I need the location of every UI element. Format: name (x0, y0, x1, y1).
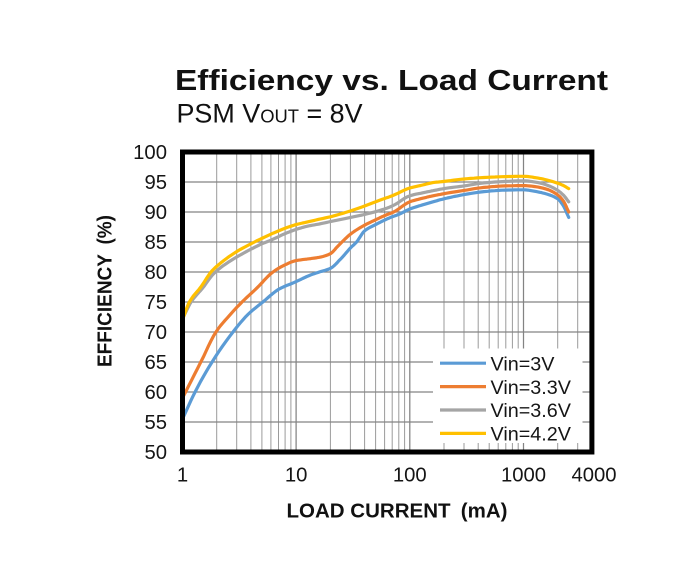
svg-text:50: 50 (144, 442, 167, 464)
svg-text:75: 75 (144, 292, 167, 314)
svg-text:LOAD CURRENT (mA): LOAD CURRENT (mA) (287, 500, 508, 523)
svg-text:95: 95 (144, 172, 167, 194)
svg-text:65: 65 (144, 352, 167, 374)
svg-text:Vin=3V: Vin=3V (491, 353, 556, 375)
svg-text:Vin=4.2V: Vin=4.2V (491, 424, 572, 446)
svg-text:70: 70 (144, 322, 167, 344)
svg-text:Vin=3.3V: Vin=3.3V (491, 377, 572, 399)
svg-text:1: 1 (177, 465, 188, 487)
svg-text:80: 80 (144, 262, 167, 284)
svg-text:4000: 4000 (571, 465, 616, 487)
svg-text:85: 85 (144, 232, 167, 254)
svg-text:Vin=3.6V: Vin=3.6V (491, 400, 572, 422)
svg-text:55: 55 (144, 412, 167, 434)
svg-text:100: 100 (393, 465, 427, 487)
svg-text:Efficiency vs. Load Current: Efficiency vs. Load Current (175, 65, 608, 97)
svg-text:10: 10 (285, 465, 308, 487)
svg-text:EFFICIENCY (%): EFFICIENCY (%) (95, 215, 117, 367)
svg-text:60: 60 (144, 382, 167, 404)
svg-text:100: 100 (133, 142, 167, 164)
svg-text:90: 90 (144, 202, 167, 224)
svg-text:1000: 1000 (501, 465, 546, 487)
